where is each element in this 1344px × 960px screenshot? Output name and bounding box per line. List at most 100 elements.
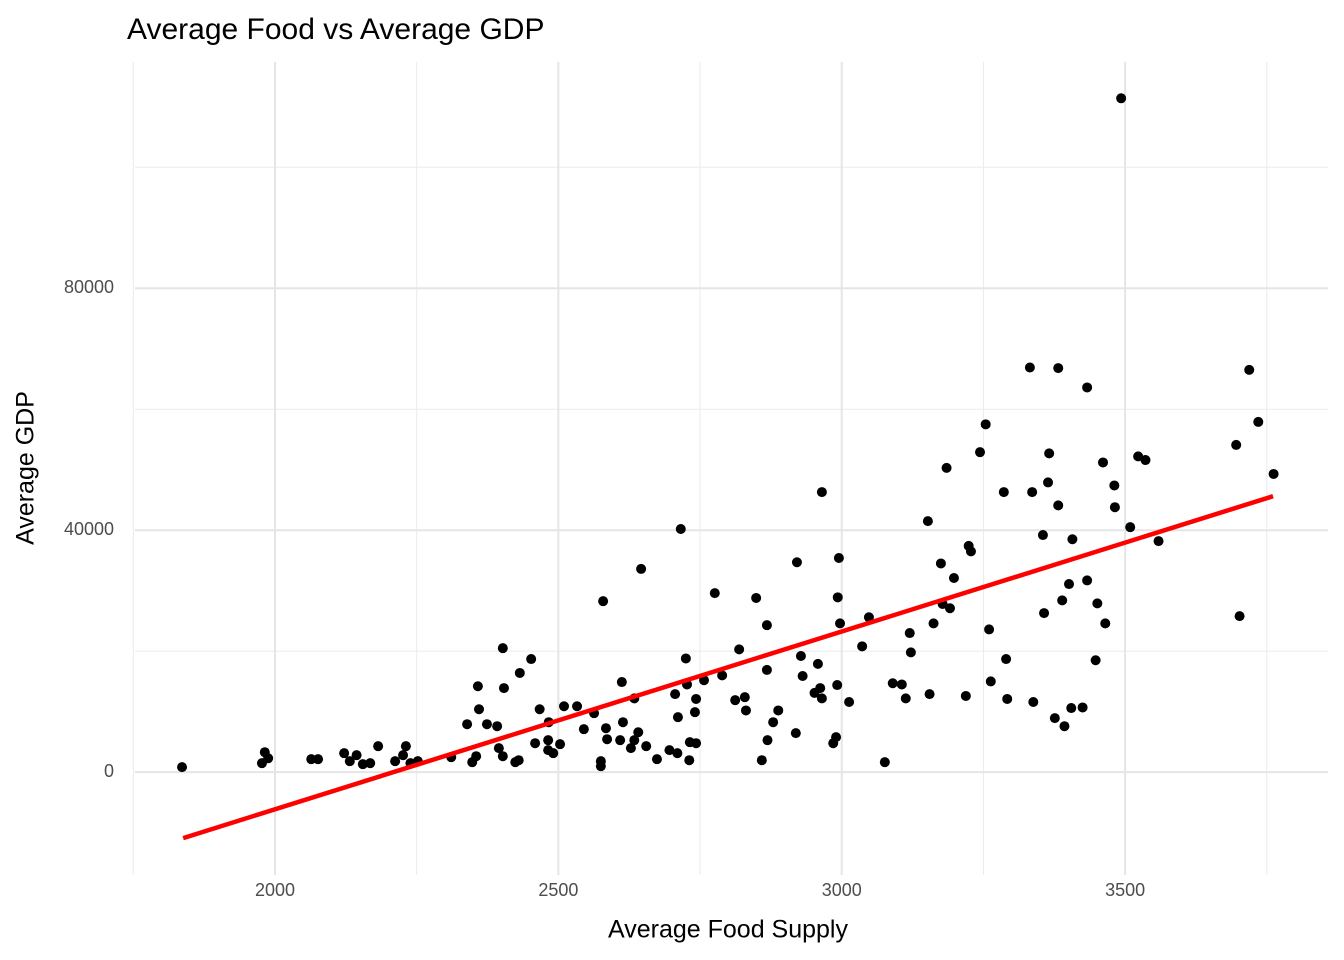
x-axis-label: Average Food Supply	[608, 916, 848, 944]
point	[762, 735, 773, 746]
point	[863, 612, 874, 623]
point	[790, 728, 801, 739]
point	[768, 717, 779, 728]
point	[672, 748, 683, 759]
point	[598, 596, 609, 607]
point	[498, 683, 509, 694]
point	[941, 462, 952, 473]
point	[980, 419, 991, 430]
point	[1077, 702, 1088, 713]
point	[816, 487, 827, 498]
point	[833, 553, 844, 564]
point	[313, 754, 324, 765]
point	[795, 651, 806, 662]
point	[670, 689, 681, 700]
point	[1057, 595, 1068, 606]
point	[1082, 575, 1093, 586]
point	[791, 557, 802, 568]
point	[548, 748, 559, 759]
point	[709, 588, 720, 599]
point	[730, 695, 741, 706]
point	[904, 628, 915, 639]
point	[493, 743, 504, 754]
point	[1001, 654, 1012, 665]
point	[497, 751, 508, 762]
point	[530, 738, 541, 749]
point	[1002, 693, 1013, 704]
y-axis-label: Average GDP	[12, 391, 40, 545]
point	[1037, 530, 1048, 541]
point	[526, 654, 537, 665]
point	[497, 643, 508, 654]
point	[1066, 703, 1077, 714]
point	[1109, 480, 1120, 491]
point	[832, 680, 843, 691]
point	[857, 641, 868, 652]
point	[1049, 713, 1060, 724]
x-tick-label: 2000	[255, 880, 295, 900]
point	[1067, 534, 1078, 545]
point	[761, 620, 772, 631]
point	[636, 563, 647, 574]
point	[761, 664, 772, 675]
point	[831, 732, 842, 743]
point	[832, 592, 843, 603]
point	[617, 717, 628, 728]
point	[672, 712, 683, 723]
x-tick-label: 2500	[538, 880, 578, 900]
point	[691, 738, 702, 749]
point	[398, 750, 409, 761]
point	[400, 741, 411, 752]
point	[177, 762, 188, 773]
point	[559, 701, 570, 712]
point	[734, 644, 745, 655]
point	[462, 719, 473, 730]
point	[1063, 579, 1074, 590]
point	[1100, 618, 1111, 629]
point	[651, 754, 662, 765]
point	[344, 756, 355, 767]
point	[472, 681, 483, 692]
point	[351, 750, 362, 761]
point	[1053, 500, 1064, 511]
point	[975, 447, 986, 458]
point	[1116, 93, 1127, 104]
point	[751, 592, 762, 603]
point	[664, 745, 675, 756]
point	[879, 757, 890, 768]
point	[625, 743, 636, 754]
point	[1044, 448, 1055, 459]
point	[1234, 611, 1245, 622]
point	[572, 701, 583, 712]
point	[263, 753, 274, 764]
point	[357, 759, 368, 770]
point	[1268, 468, 1279, 479]
point	[513, 755, 524, 766]
point	[1024, 362, 1035, 373]
point	[1092, 598, 1103, 609]
point	[985, 676, 996, 687]
point	[717, 670, 728, 681]
y-tick-label: 80000	[64, 277, 114, 297]
trend-line	[182, 494, 1274, 841]
point	[675, 523, 686, 534]
point	[534, 704, 545, 715]
point	[1253, 416, 1264, 427]
point	[905, 647, 916, 658]
point	[922, 516, 933, 527]
point	[595, 761, 606, 772]
point	[773, 705, 784, 716]
point	[948, 572, 959, 583]
point	[641, 741, 652, 752]
point	[1053, 363, 1064, 374]
point	[514, 667, 525, 678]
point	[492, 721, 503, 732]
point	[844, 696, 855, 707]
point	[689, 707, 700, 718]
point	[339, 748, 350, 759]
point	[600, 723, 611, 734]
point	[1043, 477, 1054, 488]
point	[474, 704, 485, 715]
point	[1028, 696, 1039, 707]
